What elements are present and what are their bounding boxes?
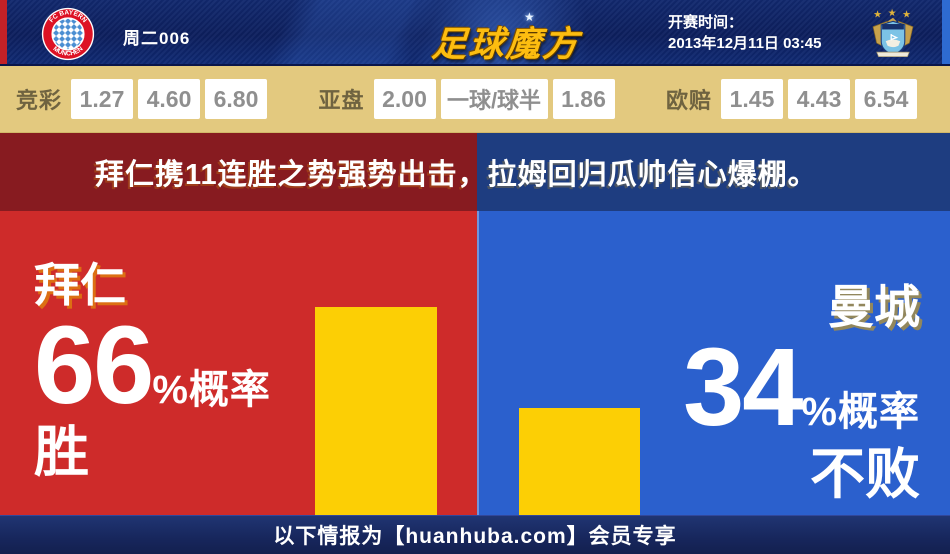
sparkle-icon: ★ bbox=[524, 10, 535, 24]
away-percent-suffix: %概率 bbox=[801, 390, 920, 435]
odds-group-yapan: 亚盘 2.00 一球/球半 1.86 bbox=[318, 79, 615, 119]
kickoff-time: 2013年12月11日 03:45 bbox=[668, 35, 822, 52]
away-outcome-label: 不败 bbox=[809, 443, 920, 506]
jingcai-draw-odds: 4.60 bbox=[138, 79, 201, 119]
away-percent-value: 34 bbox=[683, 326, 803, 450]
man-city-crest-icon: ★ ★ ★ bbox=[864, 6, 922, 67]
jingcai-home-odds: 1.27 bbox=[71, 79, 134, 119]
match-code: 周二006 bbox=[123, 29, 191, 48]
header: FC BAYERN MÜNCHEN 周二006 足球魔方 ★ 开赛时间： 201… bbox=[0, 0, 950, 66]
svg-text:★: ★ bbox=[888, 8, 897, 19]
yapan-home-odds: 2.00 bbox=[373, 79, 436, 119]
footer-bar: 以下情报为【huanhuba.com】会员专享 bbox=[0, 515, 950, 554]
oupei-home-odds: 1.45 bbox=[720, 79, 783, 119]
yapan-handicap: 一球/球半 bbox=[440, 79, 548, 119]
away-probability-bar bbox=[519, 408, 640, 515]
away-team-name: 曼城 bbox=[828, 281, 920, 333]
odds-group-jingcai: 竞彩 1.27 4.60 6.80 bbox=[16, 79, 268, 119]
headline-text: 拜仁携11连胜之势强势出击，拉姆回归瓜帅信心爆棚。 bbox=[95, 159, 818, 191]
yapan-away-odds: 1.86 bbox=[552, 79, 615, 119]
away-panel: 曼城 34 %概率 不败 bbox=[477, 211, 950, 515]
home-outcome-label: 胜 bbox=[34, 421, 90, 484]
home-percent-line: 66 %概率 bbox=[34, 311, 271, 421]
right-blue-strip bbox=[942, 0, 950, 64]
jingcai-away-odds: 6.80 bbox=[205, 79, 268, 119]
home-prediction-block: 拜仁 66 %概率 胜 bbox=[34, 261, 271, 480]
headline-band: 拜仁携11连胜之势强势出击，拉姆回归瓜帅信心爆棚。 bbox=[0, 133, 950, 211]
prediction-panels: 拜仁 66 %概率 胜 曼城 34 %概率 不败 bbox=[0, 211, 950, 515]
home-percent-value: 66 bbox=[34, 304, 154, 428]
away-percent-line: 34 %概率 bbox=[683, 333, 920, 443]
site-logo: 足球魔方 bbox=[430, 25, 582, 64]
oupei-away-odds: 6.54 bbox=[854, 79, 917, 119]
oupei-label: 欧赔 bbox=[665, 88, 712, 113]
odds-group-oupei: 欧赔 1.45 4.43 6.54 bbox=[666, 79, 917, 119]
home-team-name: 拜仁 bbox=[34, 259, 126, 311]
home-panel: 拜仁 66 %概率 胜 bbox=[0, 211, 477, 515]
yapan-label: 亚盘 bbox=[318, 88, 365, 113]
oupei-draw-odds: 4.43 bbox=[787, 79, 850, 119]
footer-text: 以下情报为【huanhuba.com】会员专享 bbox=[273, 525, 677, 548]
home-probability-bar bbox=[315, 307, 437, 515]
jingcai-label: 竞彩 bbox=[16, 88, 63, 113]
kickoff-time-block: 开赛时间： 2013年12月11日 03:45 bbox=[668, 12, 821, 54]
headline-band-blue-half bbox=[477, 133, 950, 211]
away-prediction-block: 曼城 34 %概率 不败 bbox=[683, 283, 920, 502]
bayern-crest-icon: FC BAYERN MÜNCHEN bbox=[40, 6, 96, 67]
kickoff-label: 开赛时间： bbox=[668, 14, 744, 31]
home-percent-suffix: %概率 bbox=[152, 368, 271, 413]
svg-text:★: ★ bbox=[873, 10, 882, 21]
odds-row: 竞彩 1.27 4.60 6.80 亚盘 2.00 一球/球半 1.86 欧赔 … bbox=[0, 66, 950, 133]
svg-text:★: ★ bbox=[902, 10, 911, 21]
left-red-strip bbox=[0, 0, 7, 64]
headline-band-red-half bbox=[0, 133, 477, 211]
